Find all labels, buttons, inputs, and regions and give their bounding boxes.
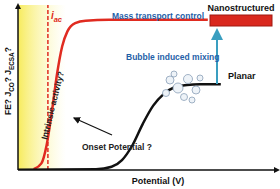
svg-text:Potential (V): Potential (V): [132, 176, 185, 186]
svg-text:Planar: Planar: [228, 71, 256, 81]
svg-text:Intrinsic activity?: Intrinsic activity?: [39, 70, 66, 140]
svg-text:Bubble induced mixing: Bubble induced mixing: [126, 52, 220, 62]
svg-text:iac: iac: [51, 10, 63, 24]
svg-text:FE? JCO? JECSA?: FE? JCO? JECSA?: [8, 47, 15, 115]
svg-text:Nanostructured: Nanostructured: [207, 3, 272, 13]
svg-text:Onset Potential ?: Onset Potential ?: [82, 142, 152, 152]
svg-text:Mass transport control: Mass transport control: [112, 11, 204, 21]
